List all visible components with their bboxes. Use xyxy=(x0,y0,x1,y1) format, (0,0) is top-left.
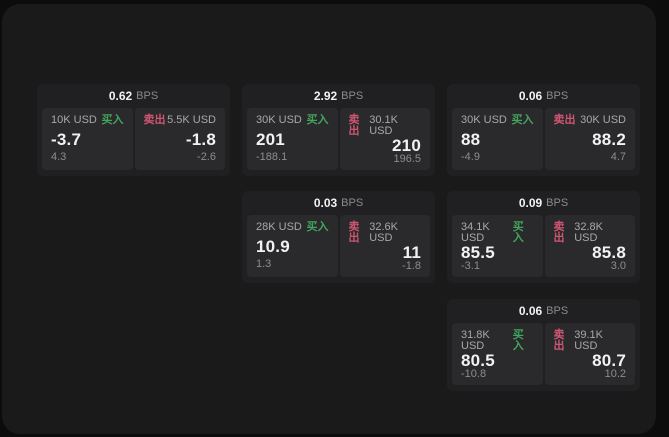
buy-price: 88 xyxy=(461,129,481,149)
buy-change: -10.8 xyxy=(461,368,487,380)
buy-side-label: 买入 xyxy=(306,114,329,126)
quote-card: 0.03 BPS 28K USD 买入 10.9 1.3 卖出 32.6K US… xyxy=(242,191,435,283)
card-header: 0.09 BPS xyxy=(447,191,640,215)
sell-panel[interactable]: 卖出 30K USD 88.2 4.7 xyxy=(544,108,635,170)
sell-amount: 30.1K USD xyxy=(369,114,398,137)
buy-change: 1.3 xyxy=(256,258,272,270)
buy-side-label: 买入 xyxy=(306,221,329,233)
card-header: 0.62 BPS xyxy=(37,84,230,108)
buy-panel[interactable]: 34.1K USD 买入 85.5 -3.1 xyxy=(452,215,543,277)
sell-panel[interactable]: 卖出 39.1K USD 80.7 10.2 xyxy=(544,323,635,385)
bps-value: 2.92 xyxy=(313,89,338,103)
card-header: 0.06 BPS xyxy=(447,84,640,108)
sell-panel[interactable]: 卖出 5.5K USD -1.8 -2.6 xyxy=(134,108,225,170)
sell-side-label: 卖出 xyxy=(348,114,360,137)
quote-board: 0.62 BPS 10K USD 买入 -3.7 4.3 卖出 5.5K USD… xyxy=(2,4,656,434)
quote-card: 0.06 BPS 30K USD 买入 88 -4.9 卖出 30K USD 8… xyxy=(447,84,640,176)
buy-panel[interactable]: 30K USD 买入 88 -4.9 xyxy=(452,108,543,170)
buy-price: 80.5 xyxy=(461,351,495,370)
buy-side-label: 买入 xyxy=(101,114,124,126)
sell-side-label: 卖出 xyxy=(553,221,565,244)
buy-side-label: 买入 xyxy=(511,114,534,126)
sell-price: 85.8 xyxy=(592,243,626,262)
buy-price: 201 xyxy=(256,129,285,149)
bps-value: 0.09 xyxy=(518,196,543,210)
sell-change: 3.0 xyxy=(610,260,626,272)
sell-price: 88.2 xyxy=(592,129,626,149)
card-header: 2.92 BPS xyxy=(242,84,435,108)
bps-value: 0.03 xyxy=(313,196,338,210)
buy-change: 4.3 xyxy=(51,151,67,163)
sell-amount: 30K USD xyxy=(580,114,626,126)
bps-unit-label: BPS xyxy=(546,90,569,102)
bps-value: 0.06 xyxy=(518,89,543,103)
buy-amount: 31.8K USD xyxy=(461,329,490,352)
sell-side-label: 卖出 xyxy=(143,114,166,126)
buy-amount: 34.1K USD xyxy=(461,221,490,244)
sell-change: -1.8 xyxy=(402,260,421,272)
sell-panel[interactable]: 卖出 30.1K USD 210 196.5 xyxy=(339,108,430,170)
bps-unit-label: BPS xyxy=(341,197,364,209)
sell-price: 210 xyxy=(392,136,421,155)
buy-price: 10.9 xyxy=(256,236,290,256)
buy-side-label: 买入 xyxy=(512,221,524,244)
quote-card: 0.62 BPS 10K USD 买入 -3.7 4.3 卖出 5.5K USD… xyxy=(37,84,230,176)
sell-price: -1.8 xyxy=(185,129,216,149)
buy-panel[interactable]: 28K USD 买入 10.9 1.3 xyxy=(247,215,338,277)
sell-amount: 32.8K USD xyxy=(574,221,603,244)
sell-price: 80.7 xyxy=(592,351,626,370)
bps-unit-label: BPS xyxy=(546,305,569,317)
sell-panel[interactable]: 卖出 32.6K USD 11 -1.8 xyxy=(339,215,430,277)
buy-side-label: 买入 xyxy=(512,329,524,352)
buy-panel[interactable]: 10K USD 买入 -3.7 4.3 xyxy=(42,108,133,170)
bps-unit-label: BPS xyxy=(546,197,569,209)
sell-change: 10.2 xyxy=(604,368,626,380)
buy-panel[interactable]: 30K USD 买入 201 -188.1 xyxy=(247,108,338,170)
buy-amount: 10K USD xyxy=(51,114,97,126)
buy-price: 85.5 xyxy=(461,243,495,262)
bps-value: 0.62 xyxy=(108,89,133,103)
quote-card: 2.92 BPS 30K USD 买入 201 -188.1 卖出 30.1K … xyxy=(242,84,435,176)
sell-change: 196.5 xyxy=(393,153,421,165)
sell-amount: 32.6K USD xyxy=(369,221,398,244)
buy-amount: 30K USD xyxy=(461,114,507,126)
card-header: 0.03 BPS xyxy=(242,191,435,215)
buy-price: -3.7 xyxy=(51,129,82,149)
buy-change: -188.1 xyxy=(256,151,288,163)
bps-value: 0.06 xyxy=(518,304,543,318)
buy-panel[interactable]: 31.8K USD 买入 80.5 -10.8 xyxy=(452,323,543,385)
sell-change: -2.6 xyxy=(197,151,216,163)
card-header: 0.06 BPS xyxy=(447,299,640,323)
sell-panel[interactable]: 卖出 32.8K USD 85.8 3.0 xyxy=(544,215,635,277)
sell-amount: 39.1K USD xyxy=(574,329,603,352)
bps-unit-label: BPS xyxy=(136,90,159,102)
sell-side-label: 卖出 xyxy=(553,114,576,126)
sell-price: 11 xyxy=(402,243,421,262)
buy-amount: 30K USD xyxy=(256,114,302,126)
buy-change: -4.9 xyxy=(461,151,480,163)
bps-unit-label: BPS xyxy=(341,90,364,102)
quote-card: 0.06 BPS 31.8K USD 买入 80.5 -10.8 卖出 39.1… xyxy=(447,299,640,391)
buy-amount: 28K USD xyxy=(256,221,302,233)
sell-amount: 5.5K USD xyxy=(167,114,216,126)
sell-change: 4.7 xyxy=(610,151,626,163)
sell-side-label: 卖出 xyxy=(553,329,565,352)
sell-side-label: 卖出 xyxy=(348,221,360,244)
buy-change: -3.1 xyxy=(461,260,480,272)
quote-card: 0.09 BPS 34.1K USD 买入 85.5 -3.1 卖出 32.8K… xyxy=(447,191,640,283)
